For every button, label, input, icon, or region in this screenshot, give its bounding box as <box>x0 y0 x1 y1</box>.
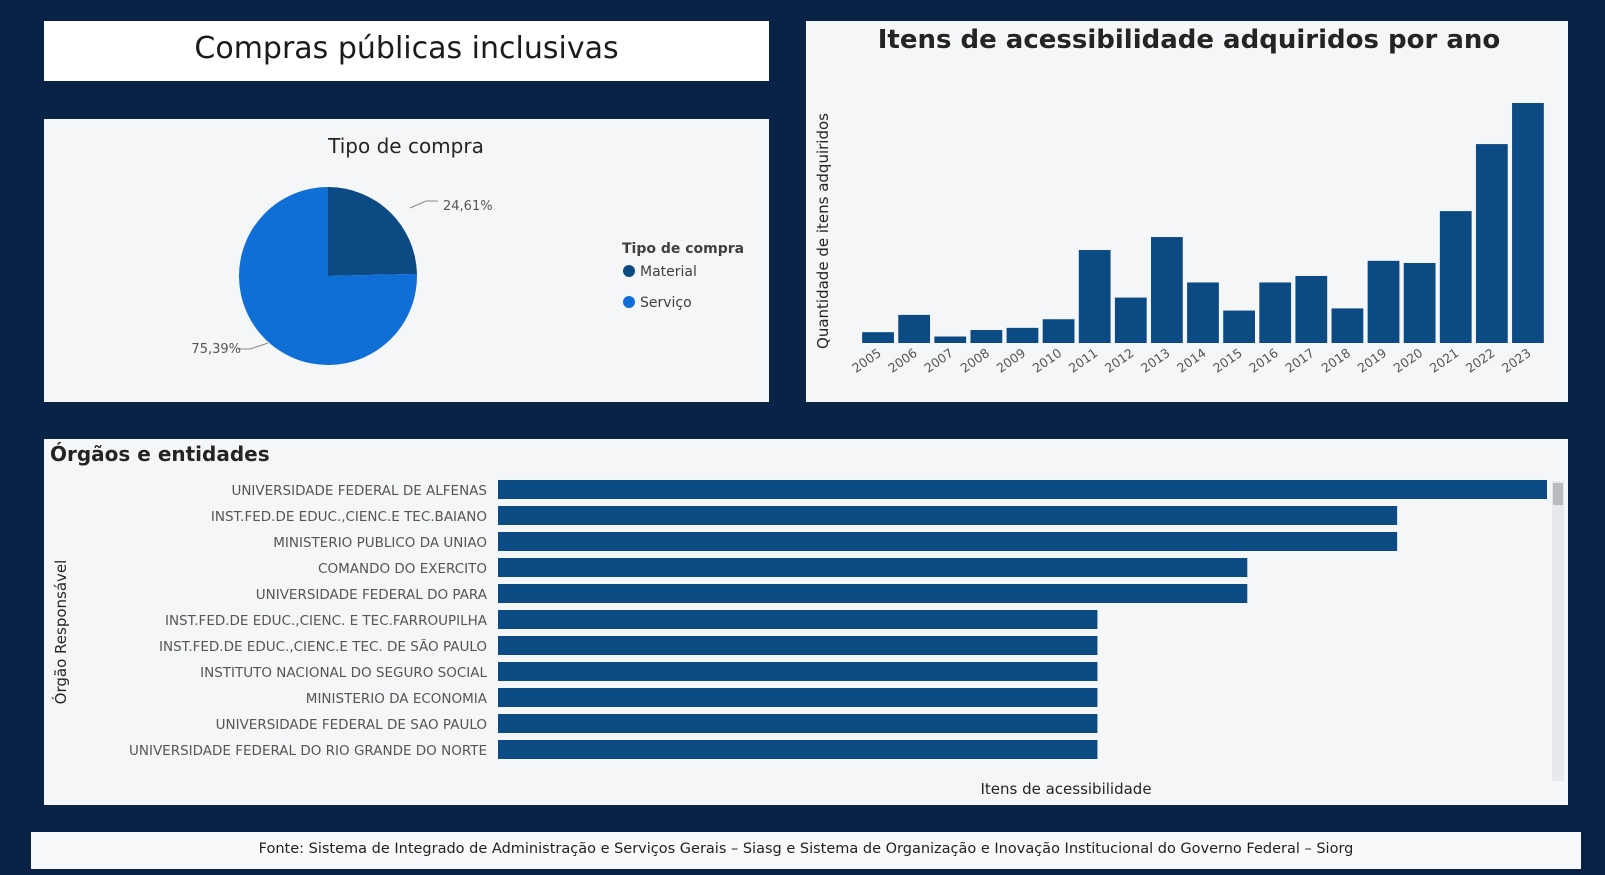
orgs-scrollbar[interactable] <box>1552 481 1564 781</box>
org-bar[interactable] <box>498 688 1098 707</box>
org-label: UNIVERSIDADE FEDERAL DE ALFENAS <box>231 483 487 499</box>
org-label: UNIVERSIDADE FEDERAL DO PARA <box>256 587 488 603</box>
x-tick-label: 2018 <box>1318 345 1353 376</box>
org-label: MINISTERIO DA ECONOMIA <box>306 691 488 707</box>
org-bar[interactable] <box>498 558 1248 577</box>
org-bar[interactable] <box>498 714 1098 733</box>
x-tick-label: 2010 <box>1030 345 1065 376</box>
x-tick-label: 2011 <box>1066 345 1101 376</box>
bar-2006[interactable] <box>898 314 931 343</box>
org-bar[interactable] <box>498 740 1098 759</box>
org-label: UNIVERSIDADE FEDERAL DE SAO PAULO <box>216 717 487 733</box>
x-tick-label: 2009 <box>994 345 1029 376</box>
org-label: INST.FED.DE EDUC.,CIENC. E TEC.FARROUPIL… <box>165 613 488 629</box>
x-tick-label: 2012 <box>1102 345 1137 376</box>
org-bar[interactable] <box>498 610 1098 629</box>
pie-data-label: 75,39% <box>191 342 241 357</box>
year-bar-chart[interactable]: Itens de acessibilidade adquiridos por a… <box>806 21 1568 402</box>
org-bar[interactable] <box>498 532 1398 551</box>
bar-2022[interactable] <box>1475 144 1508 343</box>
bar-2005[interactable] <box>862 332 894 343</box>
legend-marker <box>623 265 635 277</box>
legend-item-material[interactable]: Material <box>640 264 697 280</box>
bar-2019[interactable] <box>1367 260 1400 343</box>
pie-leader-line <box>238 342 269 350</box>
x-tick-label: 2006 <box>885 345 920 376</box>
org-bar[interactable] <box>498 636 1098 655</box>
org-label: INSTITUTO NACIONAL DO SEGURO SOCIAL <box>200 665 487 681</box>
bar-2007[interactable] <box>934 336 967 343</box>
bar-2011[interactable] <box>1078 250 1111 343</box>
bar-2014[interactable] <box>1187 282 1219 343</box>
org-label: UNIVERSIDADE FEDERAL DO RIO GRANDE DO NO… <box>129 743 487 759</box>
bar-y-axis-title: Quantidade de itens adquiridos <box>814 113 832 349</box>
x-tick-label: 2021 <box>1427 345 1462 376</box>
orgs-bar-chart[interactable]: Órgãos e entidades Órgão Responsável Itens… <box>44 439 1568 805</box>
bar-2020[interactable] <box>1403 263 1436 343</box>
bar-2010[interactable] <box>1042 319 1075 343</box>
pie-slice-material[interactable] <box>328 187 417 276</box>
legend-marker <box>623 296 635 308</box>
org-bar[interactable] <box>498 584 1248 603</box>
orgs-y-axis-title: Órgão Responsável <box>51 560 70 705</box>
source-footer: Fonte: Sistema de Integrado de Administr… <box>258 841 1354 857</box>
bar-2018[interactable] <box>1331 308 1364 343</box>
org-bar[interactable] <box>498 662 1098 681</box>
x-tick-label: 2007 <box>921 345 956 376</box>
x-tick-label: 2022 <box>1463 345 1498 376</box>
title-panel: Compras públicas inclusivas <box>44 21 769 81</box>
bar-title: Itens de acessibilidade adquiridos por a… <box>878 25 1501 55</box>
bar-2023[interactable] <box>1512 103 1544 343</box>
x-tick-label: 2014 <box>1174 345 1209 376</box>
pie-chart[interactable]: Tipo de compra 24,61% 75,39% Tipo de compra… <box>44 119 769 402</box>
legend-item-servico[interactable]: Serviço <box>640 295 692 311</box>
footer-panel: Fonte: Sistema de Integrado de Administr… <box>31 832 1581 869</box>
x-tick-label: 2013 <box>1138 345 1173 376</box>
x-tick-label: 2019 <box>1355 345 1390 376</box>
bar-2016[interactable] <box>1259 282 1292 343</box>
year-chart-panel: Itens de acessibilidade adquiridos por a… <box>806 21 1568 402</box>
pie-legend-title: Tipo de compra <box>622 241 744 257</box>
bar-2021[interactable] <box>1439 211 1472 343</box>
org-bar[interactable] <box>498 506 1398 525</box>
x-tick-label: 2008 <box>957 345 992 376</box>
x-tick-label: 2015 <box>1210 345 1245 376</box>
bar-2008[interactable] <box>970 330 1003 343</box>
orgs-x-axis-title: Itens de acessibilidade <box>980 780 1151 798</box>
bar-2015[interactable] <box>1223 310 1255 343</box>
x-tick-label: 2020 <box>1391 345 1426 376</box>
pie-chart-panel: Tipo de compra 24,61% 75,39% Tipo de compra… <box>44 119 769 402</box>
bar-2013[interactable] <box>1151 237 1183 343</box>
bar-2009[interactable] <box>1006 327 1039 343</box>
page-title: Compras públicas inclusivas <box>194 31 619 66</box>
orgs-chart-panel: Órgãos e entidades Órgão Responsável Itens… <box>44 439 1568 805</box>
x-tick-label: 2023 <box>1499 345 1534 376</box>
pie-slice-servico[interactable] <box>238 187 417 365</box>
pie-data-label: 24,61% <box>443 199 493 214</box>
org-bar[interactable] <box>498 480 1547 499</box>
pie-leader-line <box>409 200 438 209</box>
bar-2012[interactable] <box>1114 297 1147 343</box>
x-tick-label: 2017 <box>1282 345 1317 376</box>
org-label: MINISTERIO PUBLICO DA UNIAO <box>273 535 487 551</box>
org-label: COMANDO DO EXERCITO <box>318 561 487 577</box>
org-label: INST.FED.DE EDUC.,CIENC.E TEC. DE SÃO PA… <box>159 638 487 655</box>
org-label: INST.FED.DE EDUC.,CIENC.E TEC.BAIANO <box>211 509 487 525</box>
bar-2017[interactable] <box>1295 275 1328 343</box>
pie-title: Tipo de compra <box>327 134 484 158</box>
orgs-scrollbar-thumb[interactable] <box>1553 483 1563 505</box>
x-tick-label: 2016 <box>1246 345 1281 376</box>
x-tick-label: 2005 <box>849 345 884 376</box>
orgs-title: Órgãos e entidades <box>50 442 270 466</box>
